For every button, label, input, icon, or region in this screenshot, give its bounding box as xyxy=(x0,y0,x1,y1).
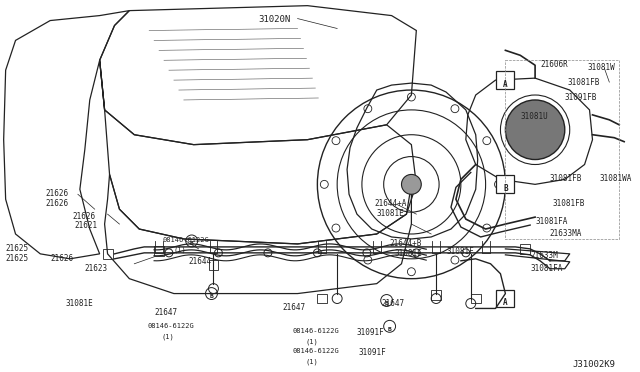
Text: 21647: 21647 xyxy=(381,298,405,308)
Text: 31081E: 31081E xyxy=(65,298,93,308)
Text: 21633M: 21633M xyxy=(530,251,558,260)
Text: J31002K9: J31002K9 xyxy=(573,360,616,369)
Text: (1): (1) xyxy=(305,338,318,345)
Text: 21647: 21647 xyxy=(154,308,177,317)
Bar xyxy=(102,249,113,259)
Bar xyxy=(431,289,441,299)
Text: 21626: 21626 xyxy=(45,199,68,208)
Text: 08146-6122G: 08146-6122G xyxy=(292,348,339,354)
Text: 31081U: 31081U xyxy=(520,112,548,121)
Circle shape xyxy=(401,174,421,194)
Text: 31081FB: 31081FB xyxy=(553,199,586,208)
Text: 21633MA: 21633MA xyxy=(550,229,582,238)
Bar xyxy=(497,176,515,193)
Text: 21644+B: 21644+B xyxy=(390,239,422,248)
Bar xyxy=(317,294,327,304)
Text: 08146-6122G: 08146-6122G xyxy=(292,328,339,334)
Bar xyxy=(471,294,481,304)
Text: 21626: 21626 xyxy=(72,212,95,221)
Text: B: B xyxy=(190,241,193,246)
Text: B: B xyxy=(385,301,388,306)
Text: 31081FA: 31081FA xyxy=(535,217,568,226)
Text: 21621: 21621 xyxy=(75,221,98,230)
Text: 08146-6122G: 08146-6122G xyxy=(162,237,209,243)
Text: 31081FB: 31081FB xyxy=(568,78,600,87)
Circle shape xyxy=(314,249,321,257)
Text: (1): (1) xyxy=(161,333,174,340)
Text: 21647: 21647 xyxy=(283,304,306,312)
Circle shape xyxy=(165,249,173,257)
Text: 31081FB: 31081FB xyxy=(550,174,582,183)
Text: 31081F: 31081F xyxy=(446,247,474,256)
Text: (1): (1) xyxy=(174,247,187,253)
Text: B: B xyxy=(210,294,213,299)
Text: 21625: 21625 xyxy=(6,254,29,263)
Text: B: B xyxy=(388,327,392,332)
Text: 31091FB: 31091FB xyxy=(564,93,597,102)
Circle shape xyxy=(214,249,222,257)
Bar xyxy=(209,260,218,270)
Text: 21626: 21626 xyxy=(45,189,68,198)
Text: 21644: 21644 xyxy=(189,257,212,266)
Text: 31081W: 31081W xyxy=(588,63,615,72)
Text: 21626: 21626 xyxy=(50,254,74,263)
Circle shape xyxy=(264,249,272,257)
Text: A: A xyxy=(503,80,508,89)
Text: 21644+A: 21644+A xyxy=(375,199,407,208)
Circle shape xyxy=(412,249,420,257)
Text: 31081WA: 31081WA xyxy=(600,174,632,183)
Text: 21623: 21623 xyxy=(85,264,108,273)
Text: 31081E: 31081E xyxy=(377,209,404,218)
Bar xyxy=(520,244,530,254)
Text: 08146-6122G: 08146-6122G xyxy=(147,323,194,329)
Circle shape xyxy=(363,249,371,257)
Text: A: A xyxy=(503,298,508,307)
Circle shape xyxy=(506,100,564,160)
Text: 31081E: 31081E xyxy=(395,249,422,258)
Bar xyxy=(497,71,515,89)
Text: 31081FA: 31081FA xyxy=(530,264,563,273)
Bar xyxy=(497,289,515,308)
Text: (1): (1) xyxy=(305,358,318,365)
Text: B: B xyxy=(503,184,508,193)
Text: 21625: 21625 xyxy=(6,244,29,253)
Text: 31091F: 31091F xyxy=(357,328,385,337)
Text: 31020N: 31020N xyxy=(258,15,291,23)
Circle shape xyxy=(462,249,470,257)
Text: 21606R: 21606R xyxy=(540,60,568,69)
Text: 31091F: 31091F xyxy=(359,348,387,357)
Bar xyxy=(154,246,164,256)
